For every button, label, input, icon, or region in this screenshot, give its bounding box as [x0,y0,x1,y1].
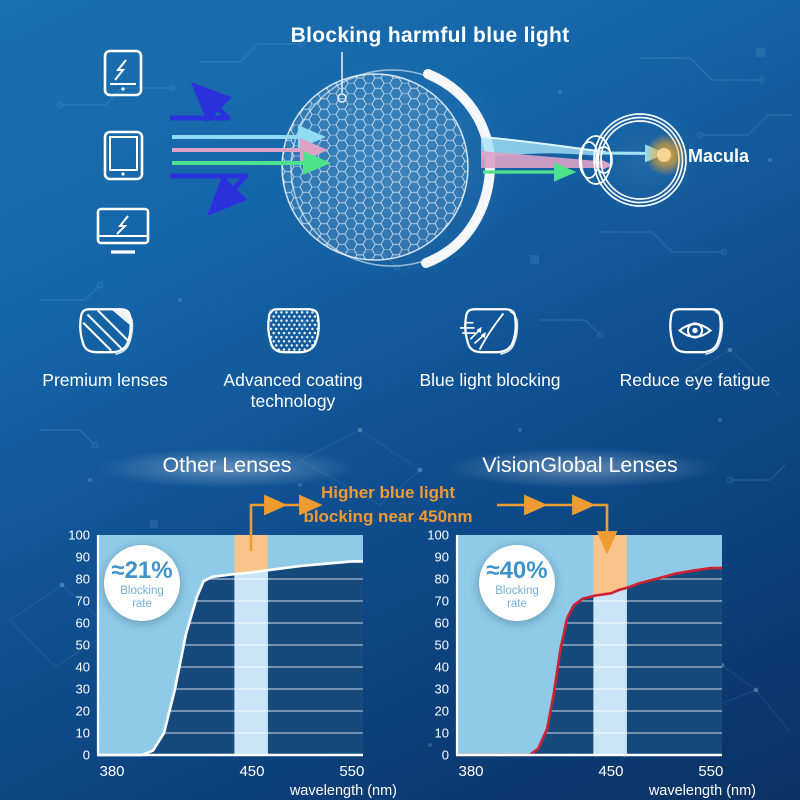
feature-label: Premium lenses [42,370,167,391]
blocking-rate-value: ≈21% [111,557,173,584]
svg-text:80: 80 [435,572,449,587]
left-chart-title: Other Lenses [162,453,292,477]
svg-text:90: 90 [435,550,449,565]
svg-text:60: 60 [76,616,90,631]
left-title-glow [92,447,362,489]
svg-text:0: 0 [442,748,449,763]
svg-text:60: 60 [435,616,449,631]
svg-text:80: 80 [76,572,90,587]
feature-premium-lenses: Premium lenses [15,306,195,391]
deflect-lens-icon [460,308,519,356]
feature-label-line2: technology [250,391,336,412]
svg-text:450: 450 [598,763,623,780]
svg-text:100: 100 [427,528,449,543]
feature-label-line1: Blue light blocking [419,370,561,390]
blue-light-lens [281,69,494,267]
svg-text:0: 0 [83,748,90,763]
striped-lens-icon [79,308,134,356]
svg-text:10: 10 [76,726,90,741]
feature-label-line1: Reduce eye fatigue [619,370,771,390]
svg-text:70: 70 [76,594,90,609]
feature-label-line1: Premium lenses [42,370,168,390]
svg-text:50: 50 [435,638,449,653]
svg-text:20: 20 [76,704,90,719]
macula-label: Macula [688,146,750,166]
right-title-glow [440,447,724,489]
right-chart-title: VisionGlobal Lenses [482,453,678,477]
coated-lens-icon [267,308,320,354]
blocking-rate-label: Blocking rate [120,585,164,611]
feature-label-line1: Advanced coating [223,370,363,390]
svg-text:380: 380 [458,763,483,780]
svg-text:70: 70 [435,594,449,609]
svg-text:30: 30 [435,682,449,697]
svg-text:550: 550 [339,763,364,780]
feature-label: Blue light blocking [419,370,560,391]
feature-label: Advanced coating technology [223,370,362,413]
tablet-icon [103,130,144,181]
visionglobal-lenses-chart: 0 10 20 30 40 50 60 70 80 90 100 380 450 550 wavelengt… [427,528,756,800]
blocking-rate-value: ≈40% [486,557,548,584]
hero-illustration [96,49,687,268]
lens-rim [421,69,496,268]
svg-text:450: 450 [239,763,264,780]
left-blocking-rate-badge: ≈21% Blocking rate [104,545,180,621]
monitor-icon [96,207,150,254]
svg-text:30: 30 [76,682,90,697]
feature-advanced-coating: Advanced coating technology [203,306,383,413]
svg-text:50: 50 [76,638,90,653]
svg-text:380: 380 [99,763,124,780]
feature-label: Reduce eye fatigue [620,370,771,391]
svg-text:10: 10 [435,726,449,741]
macula-core [657,148,671,162]
hero-title: Blocking harmful blue light [290,24,570,47]
svg-text:40: 40 [76,660,90,675]
svg-text:100: 100 [68,528,90,543]
right-blocking-rate-badge: ≈40% Blocking rate [479,545,555,621]
annotation-line2: blocking near 450nm [303,506,473,526]
annotation-line1: Higher blue light [320,483,456,502]
svg-text:40: 40 [435,660,449,675]
blocking-rate-label: Blocking rate [495,585,539,611]
blue-light-annotation: Higher blue light blocking near 450nm [278,481,498,529]
svg-text:550: 550 [698,763,723,780]
eye-lens-icon [669,308,724,356]
filtered-beams [480,136,666,182]
svg-text:90: 90 [76,550,90,565]
svg-text:wavelength (nm): wavelength (nm) [289,783,397,799]
smartphone-icon [103,49,143,97]
feature-blue-light-blocking: Blue light blocking [395,306,585,391]
reflected-blue-ray [170,82,249,217]
svg-text:20: 20 [435,704,449,719]
svg-text:wavelength (nm): wavelength (nm) [648,783,756,799]
feature-reduce-eye-fatigue: Reduce eye fatigue [600,306,790,391]
